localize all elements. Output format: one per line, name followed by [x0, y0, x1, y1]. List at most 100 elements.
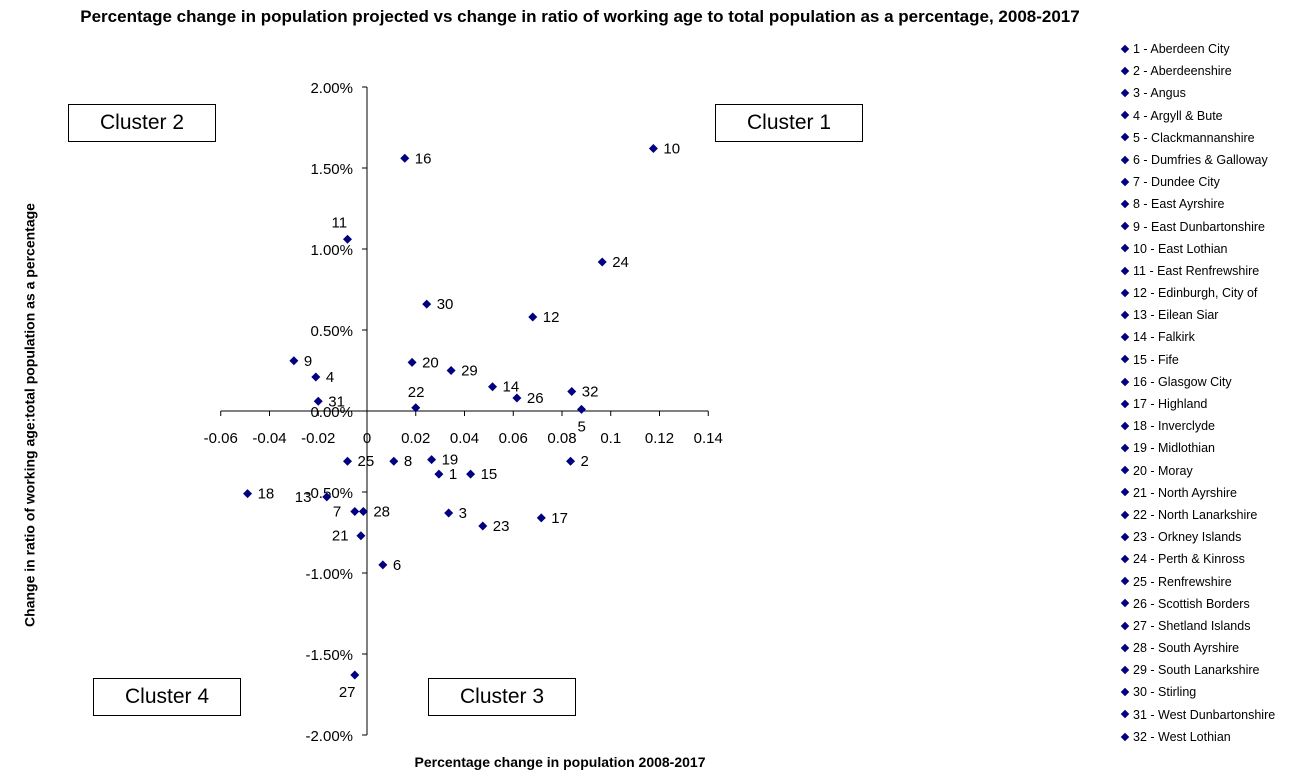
data-point-6 [378, 560, 388, 570]
legend-label: 1 - Aberdeen City [1133, 42, 1230, 56]
legend-label: 11 - East Renfrewshire [1133, 263, 1260, 278]
legend-marker-icon [1120, 266, 1130, 275]
legend-marker-icon [1120, 66, 1130, 76]
point-label-11: 11 [332, 214, 348, 231]
legend-label: 6 - Dumfries & Galloway [1133, 152, 1268, 167]
legend-item-12: 12 - Edinburgh, City of [1120, 282, 1275, 304]
y-tick-label: 2.00% [310, 80, 353, 97]
legend-label: 21 - North Ayrshire [1133, 485, 1237, 500]
data-point-22 [411, 403, 421, 413]
point-label-22: 22 [408, 384, 425, 401]
data-point-18 [243, 489, 253, 499]
legend-item-31: 31 - West Dunbartonshire [1120, 704, 1276, 726]
legend-marker-icon [1120, 399, 1130, 408]
legend-label: 31 - West Dunbartonshire [1133, 707, 1276, 722]
data-point-17 [536, 513, 546, 523]
x-tick-label: 0.08 [547, 430, 576, 447]
data-point-12 [528, 312, 538, 322]
data-point-23 [478, 521, 488, 531]
data-point-24 [597, 257, 607, 267]
legend-marker-icon [1120, 155, 1130, 164]
point-label-28: 28 [373, 503, 390, 520]
legend-marker-icon [1120, 643, 1130, 653]
data-point-9 [289, 356, 299, 366]
legend-marker-icon [1120, 44, 1130, 53]
legend-marker-icon [1120, 599, 1130, 608]
point-labels: 1234567891011121314151617181920212223242… [258, 141, 681, 702]
x-tick-label: 0.14 [694, 430, 723, 447]
legend-marker-icon [1120, 377, 1130, 386]
data-point-28 [358, 506, 368, 516]
data-point-25 [343, 456, 352, 466]
point-label-20: 20 [422, 354, 439, 371]
legend-label: 32 - West Lothian [1133, 729, 1231, 744]
legend-item-20: 20 - Moray [1120, 460, 1275, 482]
legend-label: 5 - Clackmannanshire [1133, 130, 1255, 145]
legend-item-11: 11 - East Renfrewshire [1120, 260, 1275, 282]
data-point-8 [389, 456, 399, 466]
legend-label: 14 - Falkirk [1133, 330, 1195, 345]
legend-marker-icon [1120, 510, 1130, 519]
y-tick-label: 1.50% [310, 161, 353, 178]
legend-label: 23 - Orkney Islands [1133, 530, 1242, 545]
x-tick-label: -0.04 [252, 430, 286, 447]
x-tick-label: 0.1 [600, 430, 621, 447]
legend-item-29: 29 - South Lanarkshire [1120, 659, 1275, 681]
data-point-2 [566, 456, 576, 466]
legend-item-4: 4 - Argyll & Bute [1120, 105, 1275, 127]
legend-item-24: 24 - Perth & Kinross [1120, 548, 1275, 570]
cluster-4-label: Cluster 4 [93, 678, 241, 716]
data-point-4 [311, 372, 321, 382]
cluster-3-label: Cluster 3 [428, 678, 576, 716]
legend-label: 12 - Edinburgh, City of [1133, 286, 1258, 301]
point-label-13: 13 [295, 489, 312, 506]
legend-label: 16 - Glasgow City [1133, 374, 1232, 389]
y-axis-title: Change in ratio of working age:total pop… [21, 203, 38, 627]
point-label-16: 16 [415, 150, 432, 167]
legend-marker-icon [1120, 244, 1130, 253]
point-label-10: 10 [663, 141, 680, 158]
legend-label: 4 - Argyll & Bute [1133, 108, 1223, 123]
point-label-14: 14 [503, 379, 520, 396]
legend-label: 25 - Renfrewshire [1133, 574, 1232, 589]
x-tick-label: 0 [363, 430, 371, 447]
axes [220, 86, 709, 736]
legend-item-15: 15 - Fife [1120, 349, 1275, 371]
point-label-5: 5 [578, 418, 586, 435]
data-point-14 [488, 382, 498, 392]
cluster-2-label: Cluster 2 [68, 104, 216, 142]
legend: 1 - Aberdeen City 2 - Aberdeenshire 3 - An… [1120, 38, 1276, 748]
legend-item-25: 25 - Renfrewshire [1120, 571, 1275, 593]
legend-marker-icon [1120, 310, 1130, 320]
legend-item-6: 6 - Dumfries & Galloway [1120, 149, 1275, 171]
point-label-15: 15 [481, 466, 498, 483]
data-point-26 [512, 393, 522, 403]
legend-label: 27 - Shetland Islands [1133, 618, 1251, 633]
point-label-21: 21 [332, 528, 349, 545]
legend-label: 3 - Angus [1133, 86, 1186, 101]
data-point-27 [350, 670, 360, 680]
y-tick-label: -0.50% [305, 485, 353, 502]
point-label-4: 4 [326, 369, 334, 386]
legend-marker-icon [1120, 576, 1130, 586]
legend-item-13: 13 - Eilean Siar [1120, 304, 1275, 326]
legend-marker-icon [1120, 199, 1130, 209]
legend-marker-icon [1120, 88, 1130, 98]
point-label-26: 26 [527, 390, 544, 407]
legend-label: 18 - Inverclyde [1133, 419, 1215, 434]
x-tick-label: -0.02 [301, 430, 335, 447]
data-point-30 [422, 299, 432, 309]
legend-item-18: 18 - Inverclyde [1120, 415, 1275, 437]
point-label-18: 18 [258, 486, 275, 503]
legend-marker-icon [1120, 332, 1130, 342]
legend-label: 7 - Dundee City [1133, 175, 1220, 190]
legend-label: 8 - East Ayrshire [1133, 197, 1225, 212]
legend-item-14: 14 - Falkirk [1120, 326, 1275, 348]
legend-marker-icon [1120, 621, 1130, 630]
data-point-21 [356, 531, 366, 541]
legend-item-22: 22 - North Lanarkshire [1120, 504, 1275, 526]
y-tick-label: -1.00% [305, 566, 353, 583]
legend-marker-icon [1120, 177, 1130, 187]
legend-label: 13 - Eilean Siar [1133, 308, 1219, 323]
legend-item-21: 21 - North Ayrshire [1120, 482, 1275, 504]
